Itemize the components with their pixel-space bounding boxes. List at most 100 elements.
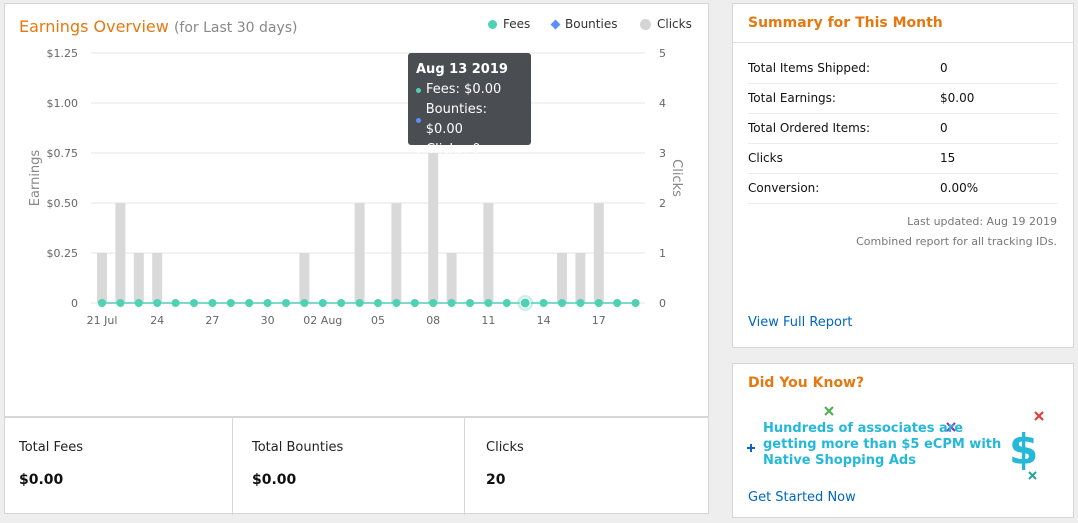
fees-point	[263, 299, 272, 307]
clicks-bar	[391, 203, 402, 303]
summary-row: Total Items Shipped: 0	[748, 53, 1058, 84]
summary-row-label: Total Items Shipped:	[748, 61, 871, 75]
legend-fees-label: Fees	[503, 17, 531, 31]
summary-row: Total Ordered Items: 0	[748, 113, 1058, 144]
fees-point	[558, 299, 566, 307]
y2-tick-label: 3	[659, 147, 666, 160]
legend-bounties[interactable]: Bounties	[550, 17, 617, 31]
earnings-overview-title: Earnings Overview (for Last 30 days)	[19, 17, 297, 36]
sparkle-icon	[747, 444, 755, 452]
sparkle-icon	[1034, 411, 1044, 421]
x-tick-label: 08	[426, 314, 440, 327]
legend-clicks-label: Clicks	[657, 17, 692, 31]
y2-tick-label: 5	[659, 47, 666, 60]
x-tick-label: 27	[205, 314, 219, 327]
clicks-legend-circle-icon	[640, 18, 651, 30]
clicks-bar	[575, 253, 586, 303]
y-tick-label: $1.25	[47, 47, 79, 60]
native-ads-promo-graphic[interactable]: $	[733, 400, 1073, 510]
summary-row-label: Total Earnings:	[748, 91, 836, 105]
summary-row-value: $0.00	[940, 91, 975, 105]
tooltip-fees: Fees: $0.00	[426, 82, 502, 97]
fees-point	[134, 299, 143, 307]
fees-point	[355, 299, 364, 307]
totals-divider	[232, 418, 233, 515]
fees-point	[576, 299, 585, 307]
clicks-bar	[133, 253, 144, 303]
fees-point	[392, 299, 401, 307]
tooltip-clicks-row: Clicks: 0	[416, 140, 523, 160]
fees-point	[226, 299, 235, 307]
x-tick-label: 24	[150, 314, 164, 327]
total-clicks-label: Clicks	[486, 440, 524, 455]
summary-row-value: 0.00%	[940, 181, 979, 195]
fees-point	[613, 299, 622, 307]
fees-point	[208, 299, 217, 307]
clicks-bullet-icon	[416, 147, 421, 153]
fees-point	[502, 299, 511, 307]
fees-point	[466, 299, 474, 307]
legend-fees[interactable]: Fees	[488, 17, 530, 31]
summary-divider	[733, 42, 1073, 43]
fees-point	[318, 299, 327, 307]
combined-report-note: Combined report for all tracking IDs.	[856, 235, 1057, 248]
legend-clicks[interactable]: Clicks	[640, 17, 692, 31]
view-full-report-link[interactable]: View Full Report	[748, 315, 853, 330]
y-tick-label: 0	[71, 297, 78, 310]
total-bounties-label: Total Bounties	[252, 440, 344, 455]
earnings-chart: 0 $0.25 $0.50 $0.75 $1.00 $1.25 0 1 2 3 4 5 Earnings…	[28, 47, 684, 327]
fees-point	[116, 299, 125, 307]
total-bounties-cell: Total Bounties $0.00	[238, 418, 464, 515]
y2-tick-label: 4	[659, 97, 666, 110]
tooltip-date: Aug 13 2019	[416, 62, 508, 77]
fees-point	[484, 299, 493, 307]
fees-point	[190, 299, 198, 307]
fees-point	[245, 299, 254, 307]
fees-point	[429, 299, 438, 307]
fees-point	[300, 299, 309, 307]
get-started-now-link[interactable]: Get Started Now	[748, 490, 856, 505]
dollar-sign-icon: $	[1009, 425, 1038, 474]
fees-point-highlighted	[519, 297, 531, 309]
overview-subtitle: (for Last 30 days)	[173, 20, 298, 36]
clicks-bar	[97, 253, 107, 303]
clicks-bar	[152, 253, 163, 303]
summary-row-value: 15	[940, 151, 956, 165]
sparkle-icon	[946, 422, 956, 432]
total-fees-label: Total Fees	[19, 440, 84, 455]
fees-point	[631, 299, 640, 307]
fees-point	[539, 299, 548, 307]
summary-row-label: Total Ordered Items:	[748, 121, 871, 135]
clicks-bar	[354, 203, 365, 303]
sparkle-icon	[824, 406, 834, 416]
chart-tooltip: Aug 13 2019 Fees: $0.00 Bounties: $0.00 …	[408, 53, 531, 157]
fees-point	[594, 299, 603, 307]
tooltip-bounties-row: Bounties: $0.00	[416, 100, 523, 140]
did-you-know-panel: Did You Know? $ Hundreds of associates a…	[732, 363, 1074, 518]
bounties-bullet-icon	[416, 117, 421, 123]
x-tick-label: 02 Aug	[303, 314, 342, 327]
summary-row-value: 0	[940, 121, 948, 135]
x-tick-label: 21 Jul	[87, 314, 118, 327]
last-updated-text: Last updated: Aug 19 2019	[907, 215, 1057, 228]
y-tick-label: $0.25	[47, 247, 79, 260]
fees-point	[337, 299, 346, 307]
summary-row-label: Conversion:	[748, 181, 820, 195]
total-clicks-cell: Clicks 20	[472, 418, 708, 515]
summary-row: Total Earnings: $0.00	[748, 83, 1058, 114]
fees-point	[153, 299, 162, 307]
earnings-overview-panel: Earnings Overview (for Last 30 days) Fee…	[4, 3, 709, 417]
summary-row: Conversion: 0.00%	[748, 173, 1058, 204]
clicks-bar	[299, 253, 310, 303]
summary-title: Summary for This Month	[748, 15, 943, 31]
tooltip-fees-row: Fees: $0.00	[416, 80, 523, 100]
fees-point	[410, 299, 419, 307]
tooltip-bounties: Bounties: $0.00	[425, 102, 487, 137]
x-tick-label: 17	[592, 314, 606, 327]
x-tick-label: 30	[261, 314, 275, 327]
fees-point	[98, 299, 106, 307]
summary-panel: Summary for This Month Total Items Shipp…	[732, 3, 1074, 348]
total-bounties-value: $0.00	[252, 472, 297, 488]
fees-bullet-icon	[416, 87, 421, 93]
clicks-bar	[446, 253, 457, 303]
